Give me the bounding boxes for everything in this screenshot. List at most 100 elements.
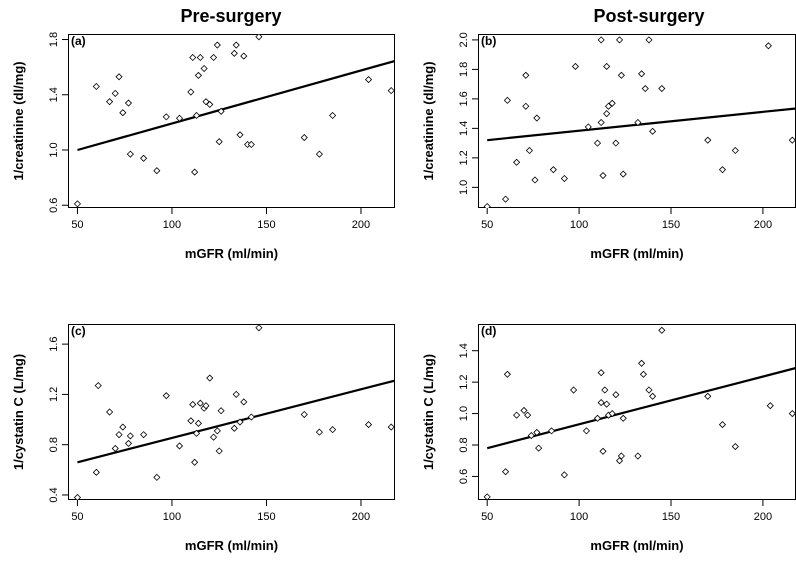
- data-point-b-5: [522, 71, 530, 79]
- data-point-c-35: [364, 421, 373, 429]
- data-point-c-5: [115, 431, 123, 439]
- data-point-c-22: [209, 433, 218, 441]
- data-point-d-29: [649, 392, 657, 400]
- data-point-b-12: [584, 123, 592, 131]
- data-point-a-8: [140, 154, 148, 162]
- data-point-b-20: [608, 99, 616, 107]
- data-point-d-7: [533, 428, 541, 436]
- data-point-d-20: [608, 410, 616, 418]
- data-point-b-15: [597, 118, 605, 127]
- data-point-c-21: [206, 374, 214, 382]
- data-point-b-3: [513, 158, 521, 166]
- y-axis-title-d: 1/cystatin C (L/mg): [421, 354, 436, 470]
- data-point-a-25: [230, 49, 238, 57]
- data-point-b-34: [764, 42, 772, 50]
- panel-d: (d) 50 100 150 200 0.6 0.8 1.0 1.2 1.4 mGFR (ml/mi…: [421, 324, 796, 553]
- data-point-a-35: [364, 76, 373, 84]
- data-point-c-24: [215, 447, 223, 455]
- x-tick-label-a-100: 100: [163, 219, 181, 231]
- data-point-b-33: [731, 146, 739, 155]
- x-tick-label-b-150: 150: [662, 219, 680, 231]
- plot-frame-c: [68, 324, 395, 500]
- data-point-c-26: [230, 424, 238, 432]
- data-point-c-15: [191, 458, 199, 466]
- data-point-d-27: [639, 370, 647, 378]
- data-point-c-34: [329, 426, 337, 434]
- data-point-d-25: [634, 452, 642, 460]
- plot-region-d: [483, 326, 796, 500]
- data-point-a-10: [162, 113, 170, 121]
- x-tick-label-b-50: 50: [481, 219, 493, 231]
- data-point-d-11: [570, 386, 578, 394]
- data-point-c-27: [232, 390, 240, 398]
- data-point-d-32: [718, 421, 727, 429]
- data-point-a-33: [315, 150, 323, 158]
- data-point-a-26: [232, 41, 240, 49]
- data-point-c-0: [73, 493, 82, 500]
- x-tick-label-b-100: 100: [570, 219, 588, 231]
- data-point-b-22: [615, 36, 624, 44]
- data-point-a-14: [191, 168, 199, 176]
- data-point-b-21: [612, 139, 620, 147]
- data-point-b-16: [599, 171, 607, 180]
- data-point-b-32: [718, 166, 727, 174]
- data-point-a-28: [240, 52, 248, 60]
- data-point-c-7: [124, 439, 133, 447]
- data-point-c-1: [92, 468, 100, 476]
- data-point-b-18: [603, 62, 611, 71]
- plot-region-c: [73, 324, 395, 500]
- data-point-d-6: [527, 432, 535, 440]
- data-point-d-1: [502, 468, 510, 476]
- data-point-d-34: [766, 402, 774, 410]
- data-point-a-6: [124, 99, 133, 107]
- data-point-d-18: [603, 400, 611, 408]
- x-tick-label-d-150: 150: [662, 511, 680, 523]
- data-point-b-2: [503, 96, 511, 104]
- data-point-a-13: [189, 53, 197, 62]
- data-point-c-31: [255, 324, 263, 332]
- data-point-c-3: [106, 408, 114, 416]
- data-point-a-32: [300, 134, 308, 142]
- data-point-b-35: [788, 136, 796, 144]
- data-point-c-17: [194, 419, 202, 427]
- y-tick-label-c-1.2: 1.2: [48, 387, 60, 402]
- data-point-b-7: [531, 176, 539, 184]
- data-point-a-16: [194, 71, 202, 79]
- data-point-b-8: [533, 114, 541, 122]
- data-point-d-4: [520, 406, 528, 414]
- data-point-c-29: [240, 398, 248, 406]
- column-title-post-surgery: Post-surgery: [593, 6, 705, 26]
- x-tick-label-a-150: 150: [257, 219, 275, 231]
- y-axis-title-a: 1/creatinine (dl/mg): [11, 61, 26, 180]
- y-tick-label-b-2: 2.0: [458, 32, 470, 47]
- data-point-b-17: [603, 110, 611, 118]
- y-tick-label-d-1.2: 1.2: [458, 374, 470, 389]
- data-point-d-3: [513, 411, 521, 419]
- panel-label-a: (a): [71, 34, 86, 48]
- data-point-c-32: [300, 410, 308, 419]
- data-point-d-0: [483, 493, 491, 500]
- data-point-d-8: [535, 444, 543, 452]
- data-point-a-36: [387, 87, 395, 95]
- data-point-c-10: [153, 473, 161, 481]
- x-tick-label-a-50: 50: [71, 219, 83, 231]
- data-point-b-27: [641, 84, 649, 93]
- data-point-b-6: [525, 146, 534, 155]
- y-tick-label-a-1: 1.0: [48, 142, 60, 157]
- data-point-d-24: [619, 414, 627, 422]
- data-point-c-23: [213, 427, 221, 435]
- data-point-b-30: [658, 84, 666, 93]
- plot-region-b: [483, 36, 796, 208]
- data-point-b-23: [617, 71, 625, 79]
- data-point-b-14: [597, 36, 605, 44]
- regression-line-b: [487, 107, 796, 142]
- data-point-d-33: [731, 443, 739, 451]
- x-tick-label-d-200: 200: [754, 511, 772, 523]
- data-point-d-26: [638, 359, 646, 367]
- data-point-a-12: [187, 88, 195, 96]
- data-point-a-23: [215, 138, 223, 146]
- data-point-a-30: [247, 140, 255, 149]
- data-point-a-20: [206, 100, 214, 108]
- y-tick-label-a-0.6: 0.6: [48, 198, 60, 213]
